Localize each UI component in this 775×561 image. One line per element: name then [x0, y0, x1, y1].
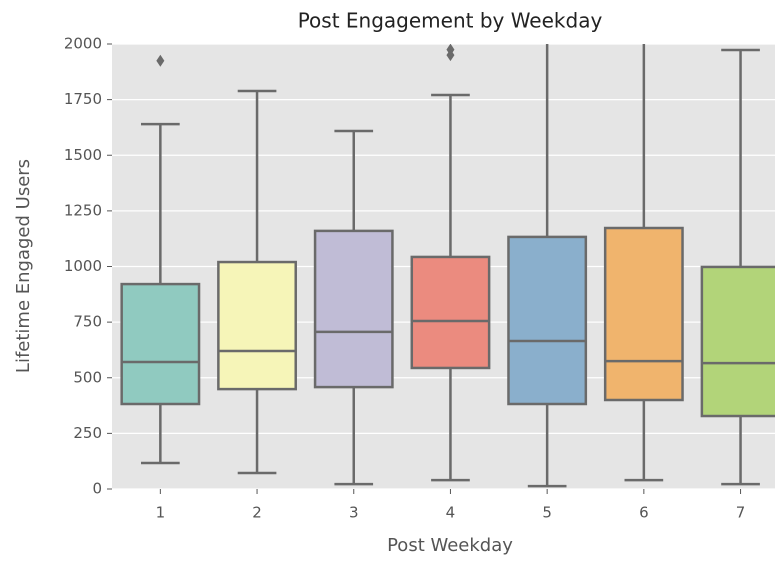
x-tick-label: 7	[736, 504, 746, 522]
x-tick-label: 3	[349, 504, 359, 522]
x-tick-label: 1	[156, 504, 166, 522]
y-tick-label: 2000	[64, 35, 102, 53]
y-tick-label: 1750	[64, 90, 102, 108]
box	[410, 255, 491, 370]
box	[217, 260, 297, 391]
box	[120, 282, 201, 406]
outlier	[156, 54, 165, 67]
x-tick-label: 5	[542, 504, 552, 522]
box	[700, 265, 775, 418]
box	[507, 235, 588, 406]
y-tick-label: 500	[73, 368, 102, 386]
box	[313, 229, 394, 389]
y-tick-label: 750	[73, 313, 102, 331]
y-tick-label: 0	[92, 480, 102, 498]
y-tick-label: 250	[73, 424, 102, 442]
y-tick-label: 1500	[64, 146, 102, 164]
y-tick-label: 1250	[64, 201, 102, 219]
x-axis-label: Post Weekday	[387, 535, 513, 556]
outlier	[446, 49, 455, 62]
chart-title: Post Engagement by Weekday	[298, 9, 603, 33]
x-tick-label: 2	[252, 504, 262, 522]
y-tick-label: 1000	[64, 257, 102, 275]
box	[603, 226, 684, 402]
y-axis-label: Lifetime Engaged Users	[13, 159, 34, 373]
x-tick-label: 4	[446, 504, 456, 522]
boxes	[120, 44, 775, 488]
x-tick-label: 6	[639, 504, 649, 522]
